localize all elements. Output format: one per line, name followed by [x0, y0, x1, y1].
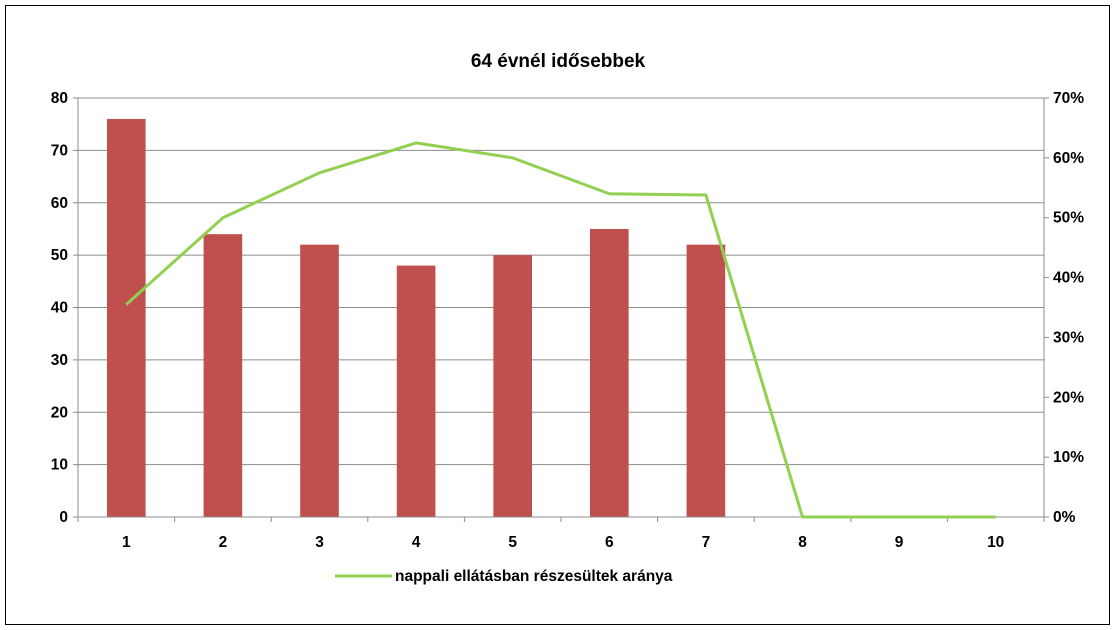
chart-frame — [5, 5, 1110, 625]
chart-title: 64 évnél idősebbek — [471, 51, 646, 72]
bar — [396, 265, 436, 517]
left-axis-tick-label: 30 — [51, 352, 68, 369]
bar — [106, 118, 146, 517]
axes: 0 10 20 30 40 50 60 70 80 0% 10% 20% 30% 40% 50% 60% 70%… — [51, 90, 1084, 551]
left-axis-tick-label: 20 — [51, 404, 68, 421]
right-axis-tick-label: 30% — [1053, 329, 1084, 346]
left-axis-tick-label: 0 — [59, 509, 68, 526]
left-axis-tick-label: 80 — [51, 90, 68, 107]
bar — [493, 255, 533, 517]
x-axis-tick-label: 9 — [895, 534, 904, 551]
bar — [300, 244, 339, 517]
line-series-path — [125, 141, 996, 519]
x-axis-tick-label: 7 — [702, 534, 711, 551]
x-axis-tick-label: 4 — [412, 534, 421, 551]
right-axis-tick-label: 50% — [1053, 210, 1084, 227]
right-axis-tick-label: 60% — [1053, 150, 1084, 167]
right-axis-tick-label: 70% — [1053, 90, 1084, 107]
right-axis-tick-label: 40% — [1053, 270, 1084, 287]
left-axis-tick-label: 50 — [51, 247, 68, 264]
left-axis-tick-label: 60 — [51, 195, 68, 212]
bar — [203, 234, 243, 518]
x-axis-tick-label: 6 — [605, 534, 614, 551]
x-axis-tick-label: 2 — [219, 534, 228, 551]
bar-series — [106, 118, 726, 518]
right-axis-tick-label: 10% — [1053, 449, 1084, 466]
left-axis-tick-label: 40 — [51, 300, 68, 317]
left-axis-tick-label: 70 — [51, 142, 68, 159]
right-axis-tick-label: 20% — [1053, 389, 1084, 406]
x-axis-tick-label: 8 — [798, 534, 807, 551]
bar — [589, 228, 629, 517]
right-axis-tick-label: 0% — [1053, 509, 1076, 526]
x-axis-tick-label: 5 — [508, 534, 517, 551]
left-axis-tick-label: 10 — [51, 457, 68, 474]
legend-label: nappali ellátásban részesültek aránya — [395, 568, 673, 585]
x-axis-tick-label: 3 — [315, 534, 324, 551]
x-axis-tick-label: 1 — [122, 534, 131, 551]
x-axis-tick-label: 10 — [987, 534, 1004, 551]
line-series — [125, 141, 996, 519]
legend: nappali ellátásban részesültek aránya — [335, 568, 673, 585]
bar — [686, 244, 726, 517]
